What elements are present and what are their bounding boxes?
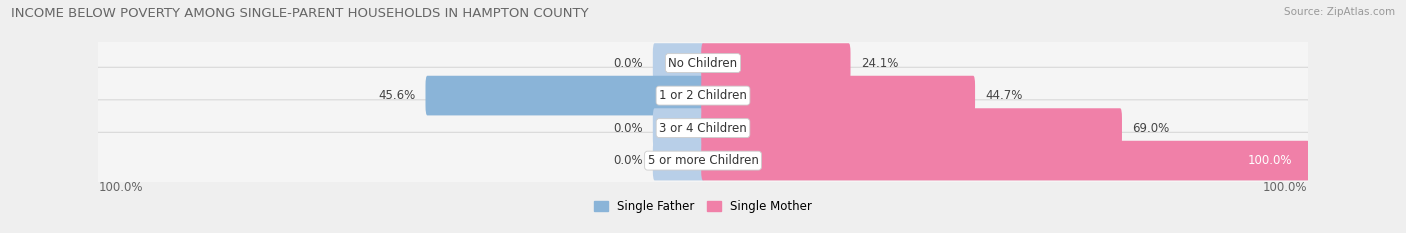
Text: 0.0%: 0.0% [613,154,643,167]
FancyBboxPatch shape [652,43,704,83]
Text: 0.0%: 0.0% [613,122,643,135]
FancyBboxPatch shape [702,141,1309,180]
Text: INCOME BELOW POVERTY AMONG SINGLE-PARENT HOUSEHOLDS IN HAMPTON COUNTY: INCOME BELOW POVERTY AMONG SINGLE-PARENT… [11,7,589,20]
Text: 100.0%: 100.0% [1249,154,1292,167]
FancyBboxPatch shape [96,100,1310,156]
Text: 1 or 2 Children: 1 or 2 Children [659,89,747,102]
Text: 24.1%: 24.1% [860,57,898,70]
Text: No Children: No Children [668,57,738,70]
Text: 44.7%: 44.7% [986,89,1022,102]
Text: 100.0%: 100.0% [98,181,143,194]
Legend: Single Father, Single Mother: Single Father, Single Mother [589,195,817,218]
FancyBboxPatch shape [702,76,976,115]
FancyBboxPatch shape [96,67,1310,124]
FancyBboxPatch shape [652,141,704,180]
Text: 100.0%: 100.0% [1263,181,1308,194]
Text: 69.0%: 69.0% [1132,122,1170,135]
Text: 45.6%: 45.6% [378,89,415,102]
FancyBboxPatch shape [426,76,704,115]
Text: 0.0%: 0.0% [613,57,643,70]
FancyBboxPatch shape [96,132,1310,189]
FancyBboxPatch shape [652,108,704,148]
Text: 5 or more Children: 5 or more Children [648,154,758,167]
FancyBboxPatch shape [96,35,1310,91]
FancyBboxPatch shape [702,43,851,83]
FancyBboxPatch shape [702,108,1122,148]
Text: 3 or 4 Children: 3 or 4 Children [659,122,747,135]
Text: Source: ZipAtlas.com: Source: ZipAtlas.com [1284,7,1395,17]
